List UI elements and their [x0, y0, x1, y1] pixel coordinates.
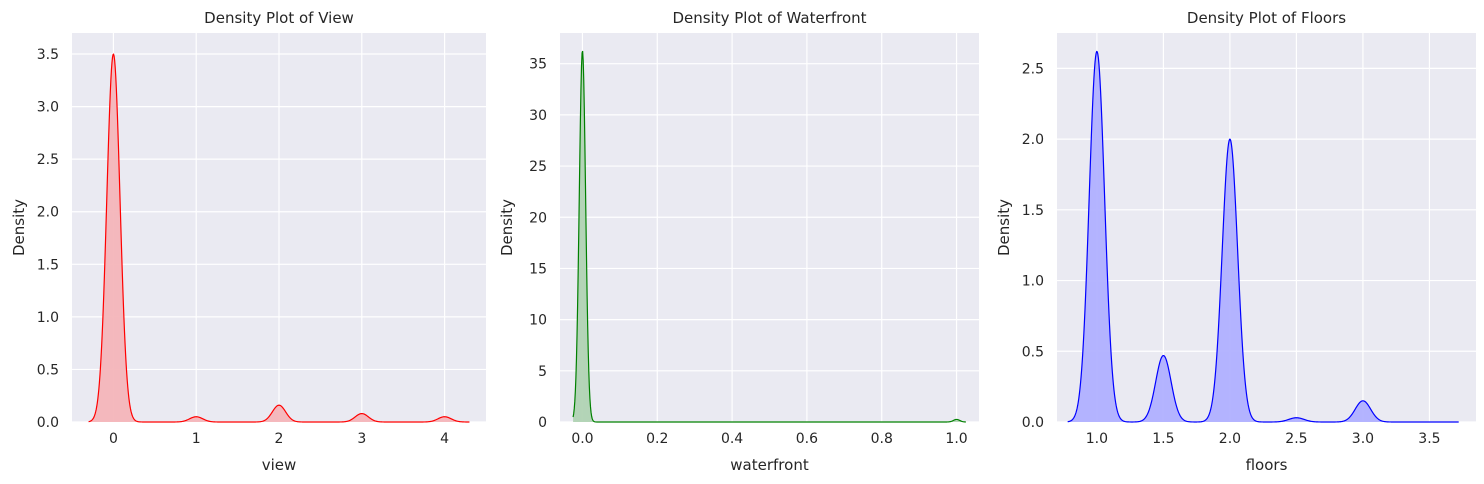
density-line [1067, 50, 1459, 423]
x-tick-label: 3.5 [1418, 431, 1440, 447]
x-axis-label: view [262, 456, 297, 474]
y-tick-label: 25 [529, 159, 547, 175]
chart-title: Density Plot of View [204, 9, 354, 27]
y-tick-label: 35 [529, 57, 547, 73]
y-tick-label: 3.5 [37, 47, 59, 63]
y-tick-label: 0.5 [1022, 344, 1044, 360]
density-line [88, 53, 470, 423]
y-tick-label: 1.0 [37, 310, 59, 326]
x-tick-label: 1.0 [945, 431, 967, 447]
y-tick-label: 1.5 [37, 257, 59, 273]
y-tick-label: 30 [529, 108, 547, 124]
x-tick-label: 0.6 [796, 431, 818, 447]
x-tick-label: 3 [357, 431, 366, 447]
x-tick-label: 2 [275, 431, 284, 447]
y-tick-label: 15 [529, 261, 547, 277]
y-axis-label: Density [995, 199, 1013, 256]
x-axis-label: waterfront [730, 456, 809, 474]
chart-panel-1: 0 1 2 3 4 0.0 0.5 1.0 1.5 2.0 2.5 3.0 3.5 Density Plo… [10, 9, 486, 474]
y-tick-label: 20 [529, 210, 547, 226]
y-tick-label: 10 [529, 313, 547, 329]
x-tick-label: 4 [440, 431, 449, 447]
x-axis-label: floors [1246, 456, 1288, 474]
y-tick-label: 1.0 [1022, 274, 1044, 290]
y-tick-label: 5 [538, 364, 547, 380]
density-area [88, 54, 470, 423]
x-tick-label: 0.8 [871, 431, 893, 447]
x-tick-label: 0 [109, 431, 118, 447]
y-tick-label: 2.5 [37, 152, 59, 168]
chart-title: Density Plot of Waterfront [672, 9, 866, 27]
y-tick-label: 0.0 [37, 415, 59, 431]
x-tick-label: 2.0 [1219, 431, 1241, 447]
y-tick-label: 3.0 [37, 100, 59, 116]
density-area [1067, 51, 1459, 422]
plot-area [1057, 33, 1476, 422]
y-tick-label: 2.5 [1022, 61, 1044, 77]
y-tick-label: 0 [538, 415, 547, 431]
x-tick-label: 0.4 [721, 431, 743, 447]
y-tick-label: 0.0 [1022, 415, 1044, 431]
y-axis-label: Density [498, 199, 516, 256]
y-tick-label: 0.5 [37, 362, 59, 378]
chart-title: Density Plot of Floors [1187, 9, 1346, 27]
chart-panel-3: 1.0 1.5 2.0 2.5 3.0 3.5 0.0 0.5 1.0 1.5 2.0 2.5 Dens… [995, 9, 1476, 474]
x-tick-label: 1.0 [1086, 431, 1108, 447]
x-tick-label: 0.2 [646, 431, 668, 447]
y-axis-label: Density [10, 199, 28, 256]
y-tick-label: 1.5 [1022, 203, 1044, 219]
x-tick-label: 3.0 [1352, 431, 1374, 447]
y-tick-label: 2.0 [37, 205, 59, 221]
density-line [572, 50, 966, 423]
x-tick-label: 0.0 [571, 431, 593, 447]
y-tick-label: 2.0 [1022, 132, 1044, 148]
x-tick-label: 2.5 [1285, 431, 1307, 447]
chart-panel-2: 0.0 0.2 0.4 0.6 0.8 1.0 0 5 10 15 20 25 30 35 Density … [498, 9, 979, 474]
x-tick-label: 1.5 [1152, 431, 1174, 447]
x-tick-label: 1 [192, 431, 201, 447]
plot-area [560, 33, 979, 422]
